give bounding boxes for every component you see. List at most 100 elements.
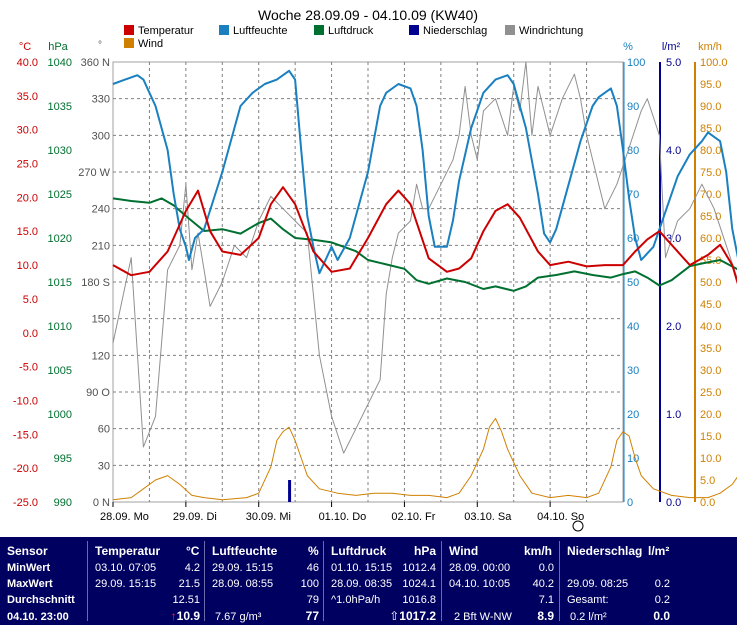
legend-label: Windrichtung [519, 25, 583, 37]
humidity-tick-label: 70 [627, 189, 639, 201]
wind-tick-label: 50.0 [700, 277, 721, 289]
day-label: 03.10. Sa [464, 511, 512, 523]
pressure-column: Luftdruck hPa 01.10. 15:15 1012.4 28.09.… [324, 537, 441, 625]
pressure-min-value: 1012.4 [402, 562, 436, 574]
wind-tick-label: 30.0 [700, 365, 721, 377]
day-label: 02.10. Fr [391, 511, 435, 523]
pressure-min-time: 01.10. 15:15 [331, 562, 393, 574]
pressure-tick-label: 1035 [48, 101, 72, 113]
sensor-header: Sensor [7, 544, 48, 558]
pressure-current: ⇧1017.2 [376, 610, 436, 623]
wind-tick-label: 85.0 [700, 123, 721, 135]
legend-label: Temperatur [138, 25, 194, 37]
humidity-max-value: 100 [300, 578, 319, 590]
pressure-tick-label: 1020 [48, 233, 72, 245]
temperature-column: Temperatur °C 03.10. 07:05 4.2 29.09. 15… [88, 537, 204, 625]
humidity-absolute: 7.67 g/m³ [215, 611, 262, 623]
separator [323, 541, 324, 621]
temperature-tick-label: -10.0 [13, 395, 38, 407]
direction-tick-label: 30 [98, 460, 110, 472]
wind-min-value: 0.0 [538, 562, 554, 574]
wind-direction-line [112, 61, 737, 454]
legend-swatch [124, 25, 134, 35]
wind-tick-label: 75.0 [700, 167, 721, 179]
legend-label: Wind [138, 38, 163, 50]
avg-label: Durchschnitt [7, 594, 75, 606]
arrow-up-icon: ↑ [170, 609, 177, 623]
temperature-tick-label: -20.0 [13, 463, 38, 475]
direction-tick-label: 120 [92, 350, 110, 362]
trend-up-icon: ⇧ [389, 609, 400, 623]
humidity-average: 79 [306, 594, 319, 606]
rain-unit: l/m² [648, 544, 670, 558]
temperature-tick-label: 25.0 [17, 159, 38, 171]
rain-max-time: 29.09. 08:25 [567, 578, 629, 590]
wind-tick-label: 90.0 [700, 101, 721, 113]
pressure-header: Luftdruck [331, 544, 387, 558]
temperature-tick-label: 20.0 [17, 192, 38, 204]
rain-total-value: 0.2 [654, 594, 670, 606]
rain-unit-label: l/m² [662, 41, 681, 53]
separator [441, 541, 442, 621]
pressure-current-value: 1017.2 [399, 609, 436, 623]
legend-label: Niederschlag [423, 25, 487, 37]
temperature-tick-label: 0.0 [23, 328, 38, 340]
temperature-tick-label: 15.0 [17, 226, 38, 238]
legend-swatch [505, 25, 515, 35]
direction-tick-label: 360 N [81, 57, 110, 69]
legend-swatch [314, 25, 324, 35]
temperature-tick-label: 5.0 [23, 294, 38, 306]
humidity-min-value: 46 [306, 562, 319, 574]
current-time: 04.10. 23:00 [7, 611, 69, 623]
wind-tick-label: 70.0 [700, 189, 721, 201]
rain-tick-label: 4.0 [666, 145, 681, 157]
legend-swatch [409, 25, 419, 35]
temperature-current-value: 10.9 [176, 609, 200, 623]
wind-beaufort: 2 Bft W-NW [454, 611, 512, 623]
legend-label: Luftfeuchte [233, 25, 287, 37]
humidity-tick-label: 30 [627, 365, 639, 377]
day-label: 28.09. Mo [100, 511, 149, 523]
pressure-tick-label: 1005 [48, 365, 72, 377]
day-label: 30.09. Mi [246, 511, 291, 523]
wind-tick-label: 40.0 [700, 321, 721, 333]
direction-unit-label: ° [98, 40, 102, 51]
humidity-unit-label: % [623, 41, 633, 53]
pressure-tick-label: 1025 [48, 189, 72, 201]
wind-tick-label: 60.0 [700, 233, 721, 245]
statistics-panel: Sensor MinWert MaxWert Durchschnitt 04.1… [0, 537, 737, 625]
humidity-tick-label: 90 [627, 101, 639, 113]
chart-title: Woche 28.09.09 - 04.10.09 (KW40) [258, 7, 478, 23]
humidity-unit: % [308, 544, 319, 558]
temperature-min-time: 03.10. 07:05 [95, 562, 157, 574]
rain-current: 0.0 [653, 609, 670, 623]
pressure-tick-label: 990 [54, 497, 72, 509]
clock-icon [572, 520, 584, 532]
humidity-line [112, 69, 737, 275]
wind-tick-label: 20.0 [700, 409, 721, 421]
humidity-max-time: 28.09. 08:55 [212, 578, 274, 590]
temperature-tick-label: 35.0 [17, 91, 38, 103]
humidity-min-time: 29.09. 15:15 [212, 562, 274, 574]
wind-tick-label: 0.0 [700, 497, 715, 509]
temperature-tick-label: -5.0 [19, 362, 38, 374]
direction-tick-label: 90 O [86, 387, 110, 399]
weather-chart: Woche 28.09.09 - 04.10.09 (KW40) Temperat… [13, 7, 737, 532]
direction-tick-label: 330 [92, 94, 110, 106]
rain-column: Niederschlag l/m² 29.09. 08:25 0.2 Gesam… [560, 537, 737, 625]
temperature-max-time: 29.09. 15:15 [95, 578, 157, 590]
humidity-tick-label: 40 [627, 321, 639, 333]
rain-tick-label: 5.0 [666, 57, 681, 69]
rain-header: Niederschlag [567, 544, 643, 558]
temperature-min-value: 4.2 [184, 562, 200, 574]
legend-swatch [219, 25, 229, 35]
direction-tick-label: 300 [92, 130, 110, 142]
direction-tick-label: 150 [92, 314, 110, 326]
wind-tick-label: 45.0 [700, 299, 721, 311]
wind-header: Wind [449, 544, 479, 558]
pressure-max-value: 1024.1 [402, 578, 436, 590]
rain-last: 0.2 l/m² [570, 611, 607, 623]
day-label: 01.10. Do [319, 511, 367, 523]
pressure-tick-label: 1015 [48, 277, 72, 289]
